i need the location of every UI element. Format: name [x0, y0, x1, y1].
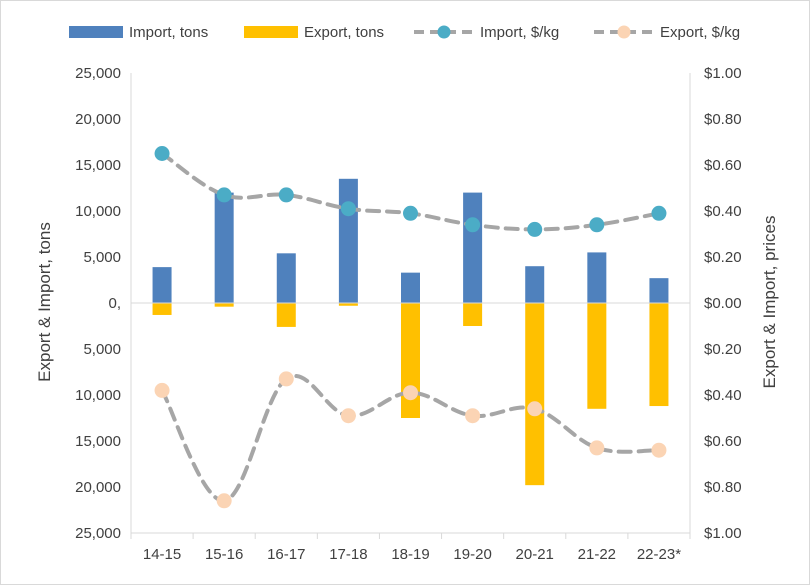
- import-tons-bar: [152, 267, 172, 303]
- left-tick-label: 0,: [108, 295, 121, 312]
- legend: Import, tons Export, tons Import, $/kg Expo…: [69, 24, 740, 41]
- right-tick-label: $0.80: [704, 479, 742, 496]
- export-tons-bar: [338, 303, 358, 306]
- right-tick-label: $1.00: [704, 525, 742, 542]
- import-price-point: [465, 217, 481, 233]
- bars: [131, 178, 690, 486]
- left-tick-label: 10,000: [75, 203, 121, 220]
- legend-export-price-label: Export, $/kg: [660, 24, 740, 41]
- legend-import-tons-label: Import, tons: [129, 24, 208, 41]
- export-price-point: [403, 385, 418, 401]
- category-label: 20-21: [516, 546, 554, 563]
- right-tick-label: $1.00: [704, 65, 742, 82]
- import-tons-bar: [649, 278, 669, 303]
- left-tick-label: 15,000: [75, 157, 121, 174]
- export-price-point: [278, 371, 294, 387]
- category-label: 15-16: [205, 546, 243, 563]
- import-tons-bar: [276, 253, 296, 303]
- import-price-point: [154, 146, 170, 161]
- left-tick-label: 20,000: [75, 111, 121, 128]
- export-tons-bar: [463, 303, 483, 326]
- right-tick-label: $0.00: [704, 295, 742, 312]
- legend-export-price-marker: [617, 25, 631, 39]
- export-price-point: [527, 401, 543, 417]
- export-price-point: [340, 408, 356, 424]
- right-tick-label: $0.20: [704, 249, 742, 266]
- right-tick-label: $0.60: [704, 433, 742, 450]
- legend-import-price-label: Import, $/kg: [480, 24, 559, 41]
- legend-export-tons-swatch: [244, 26, 298, 38]
- import-price-point: [216, 187, 232, 203]
- import-price-point: [340, 201, 356, 217]
- left-tick-label: 15,000: [75, 433, 121, 450]
- export-tons-bar: [587, 303, 607, 409]
- import-tons-bar: [525, 266, 545, 303]
- import-price-point: [403, 205, 418, 221]
- import-price-point: [278, 187, 294, 203]
- export-price-line: [160, 374, 661, 503]
- import-tons-bar: [587, 252, 607, 303]
- left-tick-label: 10,000: [75, 387, 121, 404]
- legend-import-price-marker: [437, 25, 451, 39]
- import-price-point: [527, 221, 543, 237]
- right-tick-label: $0.20: [704, 341, 742, 358]
- category-label: 16-17: [267, 546, 305, 563]
- export-price-point: [589, 440, 605, 456]
- export-tons-bar: [152, 303, 172, 315]
- left-axis-title: Export & Import, tons: [35, 222, 54, 382]
- export-tons-bar: [276, 303, 296, 327]
- import-tons-bar: [401, 272, 420, 303]
- right-tick-label: $0.40: [704, 387, 742, 404]
- category-label: 17-18: [329, 546, 367, 563]
- left-tick-label: 25,000: [75, 525, 121, 542]
- category-label: 18-19: [391, 546, 429, 563]
- category-label: 22-23*: [637, 546, 681, 563]
- category-label: 19-20: [453, 546, 491, 563]
- export-tons-bar: [214, 303, 234, 307]
- import-price-point: [651, 205, 667, 221]
- export-price-point: [154, 382, 170, 398]
- axes: 25,000 20,000 15,000 10,000 5,000 0, 5,000 10,0…: [75, 65, 741, 563]
- left-tick-label: 20,000: [75, 479, 121, 496]
- category-label: 21-22: [578, 546, 616, 563]
- import-tons-bar: [463, 192, 483, 303]
- right-tick-label: $0.40: [704, 203, 742, 220]
- left-tick-label: 25,000: [75, 65, 121, 82]
- export-price-point: [651, 442, 667, 458]
- export-price-point: [465, 408, 481, 424]
- category-label: 14-15: [143, 546, 181, 563]
- legend-export-tons-label: Export, tons: [304, 24, 384, 41]
- price-lines: [154, 146, 667, 509]
- right-tick-label: $0.60: [704, 157, 742, 174]
- import-price-point: [589, 217, 605, 233]
- legend-import-tons-swatch: [69, 26, 123, 38]
- export-tons-bar: [649, 303, 669, 407]
- left-tick-label: 5,000: [83, 341, 121, 358]
- import-tons-bar: [338, 178, 358, 303]
- right-axis-title: Export & Import, prices: [760, 216, 779, 389]
- left-tick-label: 5,000: [83, 249, 121, 266]
- export-tons-bar: [401, 303, 420, 418]
- right-tick-label: $0.80: [704, 111, 742, 128]
- export-tons-bar: [525, 303, 545, 486]
- export-price-point: [216, 493, 232, 509]
- import-tons-bar: [214, 192, 234, 303]
